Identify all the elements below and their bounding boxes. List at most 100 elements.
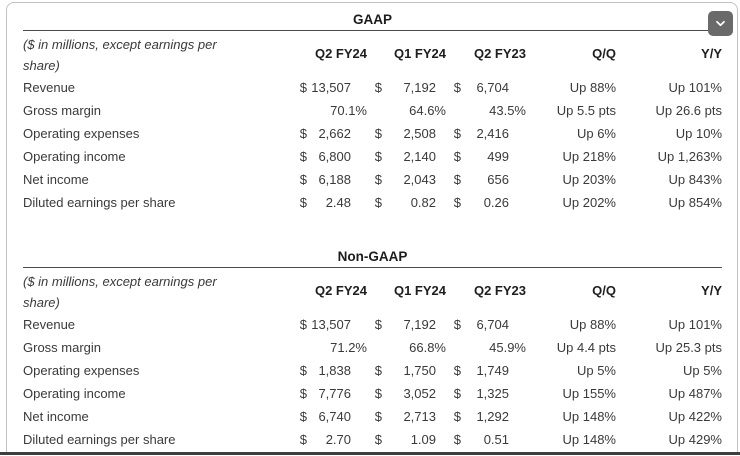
value-cell: 6,188 [318, 172, 351, 187]
non-gaap-table: Non-GAAP ($ in millions, except earnings… [23, 246, 722, 451]
value-cell: 6,740 [318, 409, 351, 424]
value-cell: 64.6% [409, 103, 446, 118]
table-row: Operating income $6,800 $2,140 $499 Up 218% U… [23, 145, 722, 168]
table-row: Diluted earnings per share $2.48 $0.82 $0.2… [23, 191, 722, 214]
value-cell: 1.09 [410, 432, 436, 447]
qq-cell: Up 4.4 pts [556, 340, 616, 355]
column-header-yy: Y/Y [701, 46, 722, 61]
value-cell: 13,507 [311, 317, 351, 332]
dollar-sign: $ [299, 432, 307, 447]
value-cell: 70.1% [330, 103, 367, 118]
chevron-down-icon [712, 15, 729, 32]
yy-cell: Up 843% [668, 172, 722, 187]
yy-cell: Up 422% [668, 409, 722, 424]
dollar-sign: $ [453, 363, 461, 378]
value-cell: 7,192 [403, 80, 436, 95]
value-cell: 6,704 [476, 317, 509, 332]
dollar-sign: $ [299, 409, 307, 424]
yy-cell: Up 26.6 pts [655, 103, 723, 118]
qq-cell: Up 218% [562, 149, 616, 164]
row-label: Revenue [23, 80, 76, 95]
gaap-header-row: ($ in millions, except earnings per shar… [23, 31, 722, 76]
row-label: Net income [23, 172, 89, 187]
value-cell: 1,325 [476, 386, 509, 401]
collapse-button[interactable] [708, 11, 733, 36]
table-row: Operating income $7,776 $3,052 $1,325 Up 155… [23, 382, 722, 405]
dollar-sign: $ [299, 126, 307, 141]
table-row: Operating expenses $1,838 $1,750 $1,749 Up 5… [23, 359, 722, 382]
value-cell: 7,776 [318, 386, 351, 401]
column-header-qq: Q/Q [592, 46, 616, 61]
results-panel: GAAP ($ in millions, except earnings per… [6, 2, 738, 454]
gaap-table-title: GAAP [23, 9, 722, 31]
column-header-q2fy24: Q2 FY24 [314, 283, 367, 298]
dollar-sign: $ [453, 409, 461, 424]
dollar-sign: $ [453, 126, 461, 141]
non-gaap-table-body: Revenue $13,507 $7,192 $6,704 Up 88% Up 101% G… [23, 313, 722, 451]
value-cell: 1,749 [476, 363, 509, 378]
table-note: ($ in millions, except earnings per shar… [23, 274, 217, 310]
dollar-sign: $ [374, 317, 382, 332]
qq-cell: Up 148% [562, 432, 616, 447]
value-cell: 2.70 [325, 432, 351, 447]
value-cell: 6,800 [318, 149, 351, 164]
value-cell: 6,704 [476, 80, 509, 95]
dollar-sign: $ [453, 149, 461, 164]
yy-cell: Up 487% [668, 386, 722, 401]
yy-cell: Up 101% [668, 80, 722, 95]
dollar-sign: $ [374, 172, 382, 187]
value-cell: 1,292 [476, 409, 509, 424]
value-cell: 2,416 [476, 126, 509, 141]
yy-cell: Up 854% [668, 195, 722, 210]
column-header-q2fy23: Q2 FY23 [473, 46, 526, 61]
column-header-yy: Y/Y [701, 283, 722, 298]
table-row: Net income $6,188 $2,043 $656 Up 203% Up 843% [23, 168, 722, 191]
value-cell: 3,052 [403, 386, 436, 401]
dollar-sign: $ [453, 195, 461, 210]
dollar-sign: $ [453, 80, 461, 95]
row-label: Gross margin [23, 340, 102, 355]
value-cell: 0.82 [410, 195, 436, 210]
value-cell: 7,192 [403, 317, 436, 332]
table-note: ($ in millions, except earnings per shar… [23, 37, 217, 73]
dollar-sign: $ [453, 386, 461, 401]
value-cell: 1,750 [403, 363, 436, 378]
value-cell: 1,838 [318, 363, 351, 378]
dollar-sign: $ [374, 195, 382, 210]
table-row: Diluted earnings per share $2.70 $1.09 $0.5… [23, 428, 722, 451]
value-cell: 45.9% [489, 340, 526, 355]
row-label: Operating expenses [23, 363, 140, 378]
yy-cell: Up 25.3 pts [655, 340, 723, 355]
row-label: Operating income [23, 149, 126, 164]
gaap-table: GAAP ($ in millions, except earnings per… [23, 9, 722, 214]
table-row: Operating expenses $2,662 $2,508 $2,416 Up 6… [23, 122, 722, 145]
value-cell: 43.5% [489, 103, 526, 118]
value-cell: 2,043 [403, 172, 436, 187]
dollar-sign: $ [453, 317, 461, 332]
yy-cell: Up 5% [682, 363, 722, 378]
yy-cell: Up 1,263% [657, 149, 722, 164]
qq-cell: Up 155% [562, 386, 616, 401]
value-cell: 71.2% [330, 340, 367, 355]
qq-cell: Up 5.5 pts [556, 103, 616, 118]
table-row: Gross margin 71.2% 66.8% 45.9% Up 4.4 pts Up … [23, 336, 722, 359]
row-label: Net income [23, 409, 89, 424]
table-row: Revenue $13,507 $7,192 $6,704 Up 88% Up 101% [23, 76, 722, 99]
qq-cell: Up 6% [576, 126, 616, 141]
value-cell: 13,507 [311, 80, 351, 95]
dollar-sign: $ [299, 363, 307, 378]
value-cell: 2,508 [403, 126, 436, 141]
dollar-sign: $ [299, 172, 307, 187]
value-cell: 2.48 [325, 195, 351, 210]
yy-cell: Up 429% [668, 432, 722, 447]
non-gaap-header-row: ($ in millions, except earnings per shar… [23, 268, 722, 313]
row-label: Diluted earnings per share [23, 432, 176, 447]
gaap-table-body: Revenue $13,507 $7,192 $6,704 Up 88% Up 101% G… [23, 76, 722, 214]
value-cell: 0.26 [483, 195, 509, 210]
dollar-sign: $ [374, 149, 382, 164]
row-label: Operating income [23, 386, 126, 401]
column-header-q1fy24: Q1 FY24 [393, 46, 446, 61]
table-row: Gross margin 70.1% 64.6% 43.5% Up 5.5 pts Up … [23, 99, 722, 122]
yy-cell: Up 101% [668, 317, 722, 332]
dollar-sign: $ [299, 386, 307, 401]
